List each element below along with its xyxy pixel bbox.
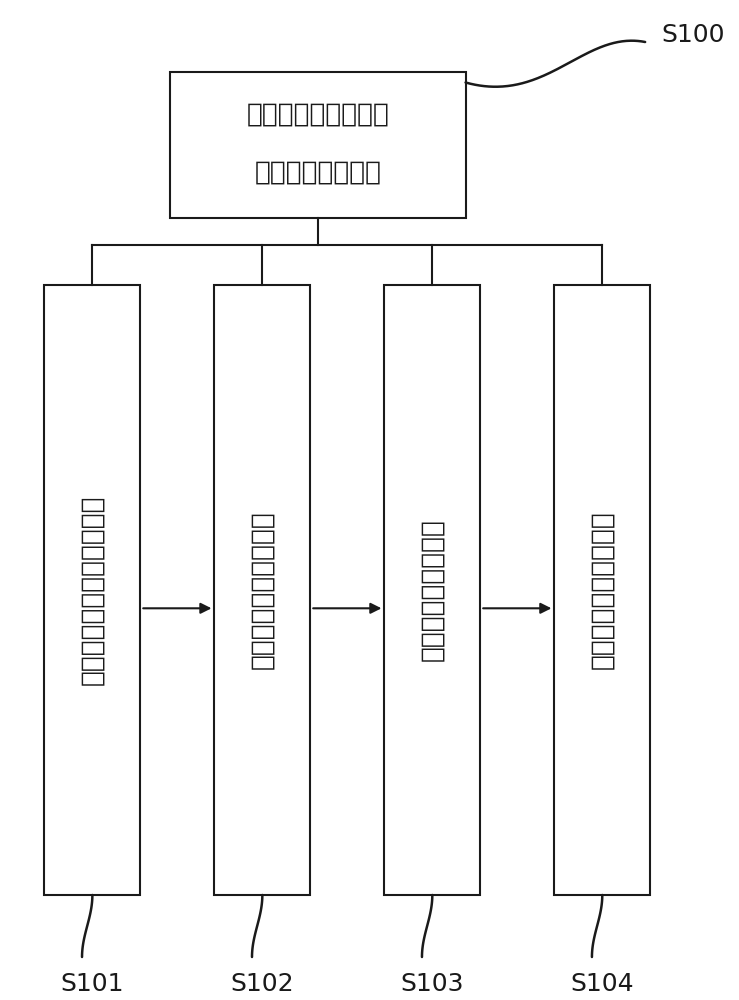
Text: S101: S101 — [61, 972, 124, 996]
Bar — [384, 285, 480, 895]
Bar — [44, 285, 140, 895]
Text: 对输配电网网络分区: 对输配电网网络分区 — [419, 519, 446, 661]
Text: 输配协同多源信息融合: 输配协同多源信息融合 — [589, 511, 616, 669]
Text: 建立输配电网业务耦合关系: 建立输配电网业务耦合关系 — [79, 495, 106, 685]
Text: S102: S102 — [231, 972, 294, 996]
Text: S104: S104 — [571, 972, 634, 996]
Text: S100: S100 — [661, 23, 725, 47]
Text: 建立配电系统态势感知: 建立配电系统态势感知 — [249, 511, 276, 669]
Bar — [214, 285, 310, 895]
Bar — [554, 285, 650, 895]
Bar — [170, 73, 466, 218]
Text: S103: S103 — [401, 972, 464, 996]
Text: 调度新型控制方法: 调度新型控制方法 — [254, 160, 381, 186]
Text: 输配协同的配电系统: 输配协同的配电系统 — [246, 102, 389, 128]
